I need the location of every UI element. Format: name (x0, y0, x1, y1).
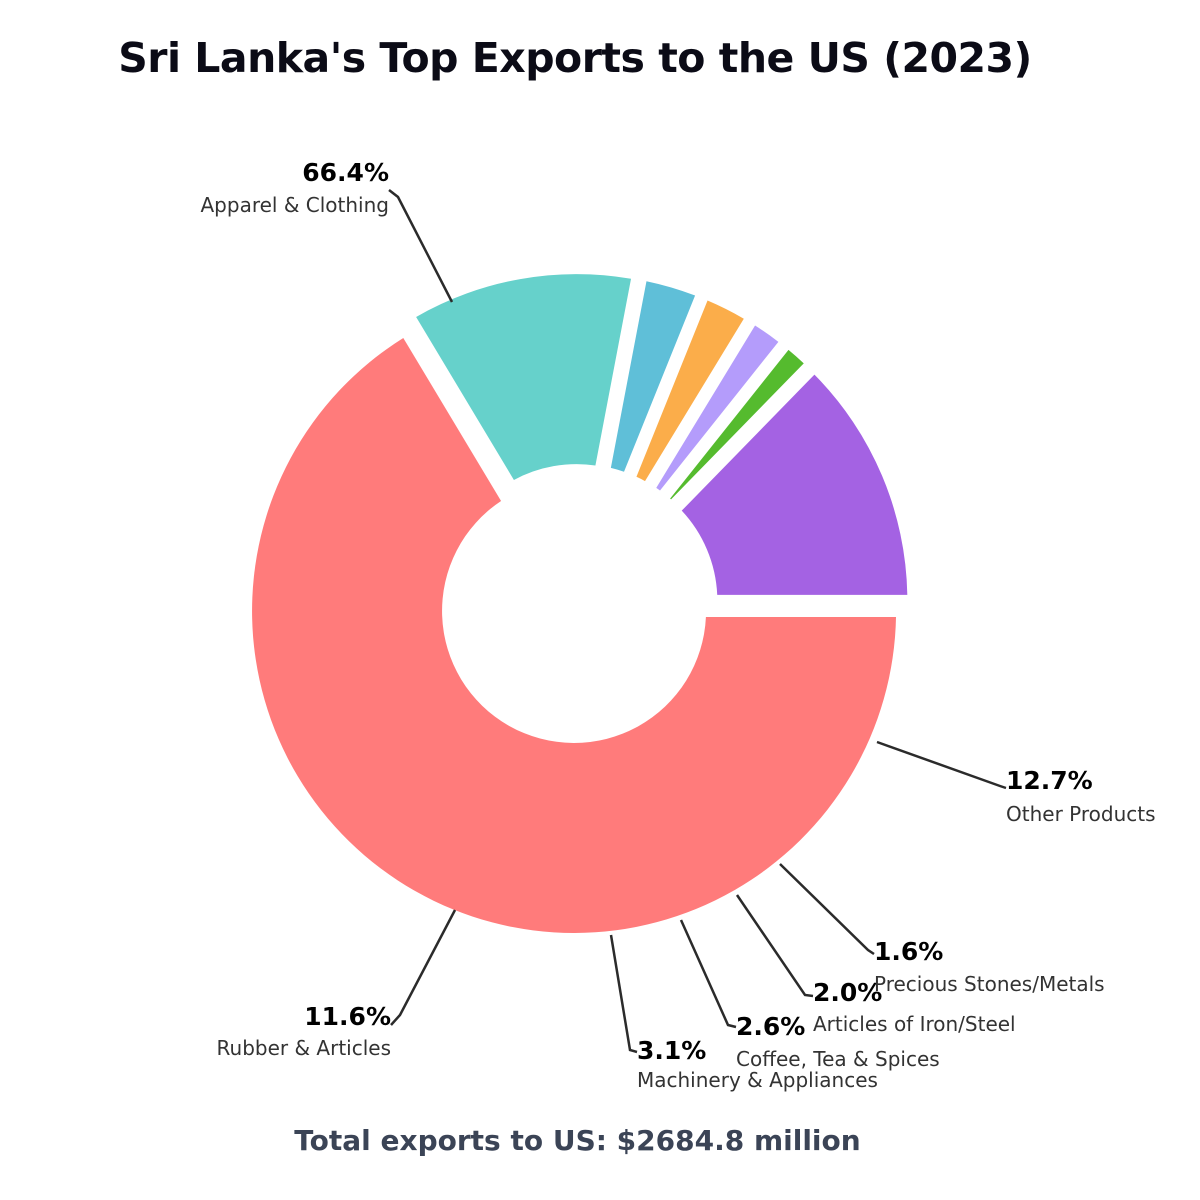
slice-category-label: Rubber & Articles (217, 1036, 391, 1060)
slice-category-label: Coffee, Tea & Spices (736, 1047, 940, 1071)
total-exports-text: Total exports to US: $2684.8 million (294, 1124, 861, 1157)
slice-percent-label: 1.6% (874, 937, 943, 966)
slice-precious-stones-metals (670, 349, 804, 500)
slice-machinery-appliances (610, 281, 696, 472)
slice-percent-label: 11.6% (304, 1002, 391, 1031)
leader-line (609, 934, 638, 1054)
leader-line (679, 919, 737, 1029)
leader-line (779, 863, 875, 956)
slice-other-products (681, 374, 908, 595)
slice-coffee-tea-spices (636, 300, 744, 482)
slice-category-label: Apparel & Clothing (201, 193, 390, 217)
slices-layer (252, 274, 908, 933)
chart-title: Sri Lanka's Top Exports to the US (2023) (118, 34, 1032, 82)
slice-percent-label: 3.1% (637, 1036, 706, 1065)
slice-category-label: Other Products (1006, 802, 1156, 826)
slice-percent-label: 2.0% (813, 978, 882, 1007)
labels-layer: 66.4% Apparel & Clothing 11.6% Rubber & Art… (201, 158, 1156, 1092)
slice-articles-of-iron-steel (656, 325, 779, 491)
slice-category-label: Machinery & Appliances (637, 1068, 878, 1092)
slice-percent-label: 2.6% (736, 1012, 805, 1041)
slice-category-label: Articles of Iron/Steel (813, 1012, 1016, 1036)
slice-category-label: Precious Stones/Metals (874, 972, 1105, 996)
slice-percent-label: 12.7% (1006, 766, 1093, 795)
leader-line (390, 909, 457, 1026)
slice-rubber-articles (416, 274, 632, 480)
slice-apparel-clothing (252, 337, 897, 933)
leader-line (876, 740, 1007, 790)
leader-line (735, 894, 814, 998)
leader-line (388, 189, 454, 303)
slice-percent-label: 66.4% (302, 158, 389, 187)
